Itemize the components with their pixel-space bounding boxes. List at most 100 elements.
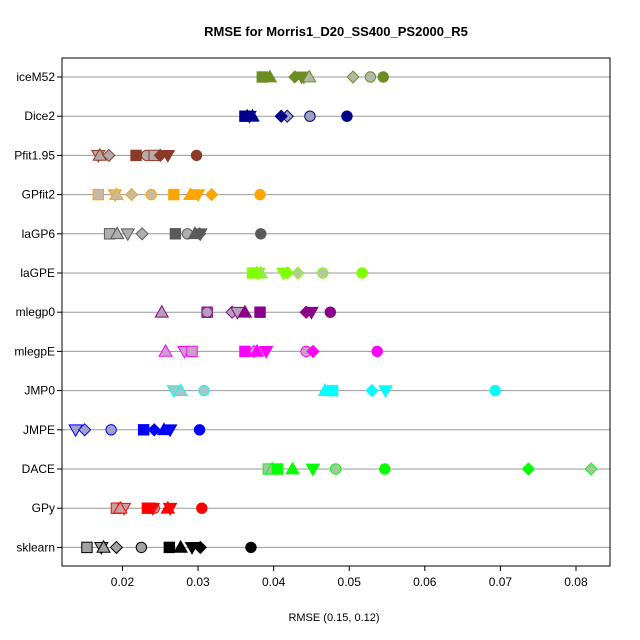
data-point-circle bbox=[201, 306, 213, 318]
data-point-triangle-down bbox=[145, 502, 161, 516]
data-point-diamond bbox=[147, 423, 161, 437]
x-axis-label: RMSE (0.15, 0.12) bbox=[288, 612, 379, 624]
data-point-square bbox=[254, 306, 266, 318]
data-point-triangle-down bbox=[120, 228, 136, 242]
data-point-triangle bbox=[96, 539, 111, 553]
data-point-triangle bbox=[237, 304, 253, 318]
data-point-square bbox=[239, 345, 251, 358]
data-point-circle bbox=[324, 306, 337, 318]
y-tick-label: sklearn bbox=[16, 540, 55, 554]
data-point-circle bbox=[145, 188, 157, 201]
data-point-diamond bbox=[102, 148, 116, 163]
data-point-circle bbox=[193, 424, 206, 436]
data-point-triangle-down bbox=[304, 306, 319, 320]
data-point-triangle-down bbox=[162, 502, 178, 516]
data-point-square bbox=[137, 424, 150, 436]
data-point-triangle bbox=[245, 108, 260, 122]
x-tick-label: 0.02 bbox=[111, 575, 135, 589]
chart-title: RMSE for Morris1_D20_SS400_PS2000_R5 bbox=[204, 24, 468, 39]
y-tick-label: Dice2 bbox=[24, 109, 55, 123]
data-point-diamond bbox=[109, 540, 124, 555]
data-point-square bbox=[271, 463, 284, 475]
data-point-triangle bbox=[158, 343, 173, 357]
data-point-square bbox=[169, 228, 182, 240]
data-point-circle bbox=[255, 228, 267, 240]
data-point-triangle bbox=[173, 383, 189, 396]
data-point-diamond bbox=[280, 266, 294, 280]
data-point-triangle-down bbox=[378, 385, 393, 399]
data-point-triangle-down bbox=[162, 424, 178, 438]
data-point-triangle-down bbox=[192, 228, 208, 242]
data-point-circle bbox=[198, 384, 210, 397]
y-tick-label: Pfit1.95 bbox=[14, 148, 55, 162]
data-point-triangle-down bbox=[258, 346, 274, 359]
x-tick-label: 0.05 bbox=[338, 575, 362, 589]
data-point-diamond bbox=[135, 227, 149, 241]
y-tick-label: laGPE bbox=[20, 266, 55, 280]
data-point-triangle bbox=[262, 69, 278, 83]
data-point-triangle-down bbox=[305, 463, 321, 477]
data-point-circle bbox=[489, 384, 501, 397]
data-point-circle bbox=[196, 502, 208, 514]
data-point-triangle bbox=[173, 539, 189, 553]
data-point-diamond bbox=[584, 462, 598, 476]
y-tick-label: GPfit2 bbox=[22, 188, 56, 202]
data-point-square bbox=[130, 149, 142, 162]
x-tick-label: 0.07 bbox=[489, 575, 513, 589]
data-point-circle bbox=[371, 345, 383, 358]
data-point-triangle bbox=[249, 343, 265, 357]
data-point-diamond bbox=[346, 70, 360, 84]
data-point-circle bbox=[254, 188, 266, 201]
data-point-circle bbox=[190, 149, 203, 162]
data-point-diamond bbox=[77, 423, 92, 437]
data-point-circle bbox=[329, 463, 342, 475]
data-point-circle bbox=[356, 267, 368, 279]
data-point-diamond bbox=[365, 383, 379, 398]
data-point-triangle-down bbox=[160, 150, 176, 163]
data-point-diamond bbox=[193, 540, 208, 555]
data-point-square bbox=[168, 188, 180, 201]
data-markers bbox=[68, 69, 598, 555]
data-point-diamond bbox=[204, 187, 219, 202]
data-point-circle bbox=[245, 541, 257, 554]
data-point-circle bbox=[379, 463, 391, 475]
data-point-triangle bbox=[109, 226, 125, 240]
data-point-triangle-down bbox=[190, 189, 206, 203]
data-point-square bbox=[92, 188, 104, 201]
y-tick-label: JMP0 bbox=[24, 384, 55, 398]
data-point-circle bbox=[304, 110, 316, 122]
data-point-triangle bbox=[112, 500, 128, 514]
y-tick-label: laGP6 bbox=[22, 227, 56, 241]
data-point-diamond bbox=[306, 344, 320, 359]
data-point-triangle bbox=[154, 304, 170, 318]
y-tick-label: mlegp0 bbox=[16, 305, 56, 319]
x-tick-label: 0.04 bbox=[262, 575, 286, 589]
y-tick-label: JMPE bbox=[23, 423, 55, 437]
y-tick-label: mlegpE bbox=[14, 344, 55, 358]
data-point-triangle-down bbox=[294, 71, 309, 85]
x-tick-label: 0.08 bbox=[564, 575, 588, 589]
data-point-triangle bbox=[109, 187, 124, 200]
x-axis: 0.02 0.03 0.04 0.05 0.06 0.07 0.08 bbox=[111, 566, 588, 589]
data-point-diamond bbox=[291, 266, 305, 280]
data-point-square bbox=[163, 541, 176, 554]
x-tick-label: 0.06 bbox=[413, 575, 437, 589]
data-point-circle bbox=[364, 71, 377, 83]
y-tick-label: iceM52 bbox=[16, 70, 55, 84]
data-point-triangle bbox=[285, 461, 300, 475]
x-tick-label: 0.03 bbox=[186, 575, 210, 589]
data-point-diamond bbox=[521, 462, 536, 476]
y-tick-label: DACE bbox=[22, 462, 55, 476]
data-point-diamond bbox=[124, 187, 139, 202]
y-axis: iceM52 Dice2 Pfit1.95 GPfit2 laGP6 laGPE mlegp… bbox=[14, 70, 62, 554]
data-point-circle bbox=[377, 71, 389, 83]
data-point-circle bbox=[135, 541, 148, 554]
data-point-square bbox=[326, 384, 339, 397]
data-point-circle bbox=[317, 267, 329, 279]
data-point-diamond bbox=[274, 109, 288, 123]
data-point-triangle bbox=[249, 265, 265, 279]
data-point-circle bbox=[105, 424, 117, 436]
data-point-square bbox=[81, 541, 93, 554]
y-tick-label: GPy bbox=[32, 501, 55, 515]
